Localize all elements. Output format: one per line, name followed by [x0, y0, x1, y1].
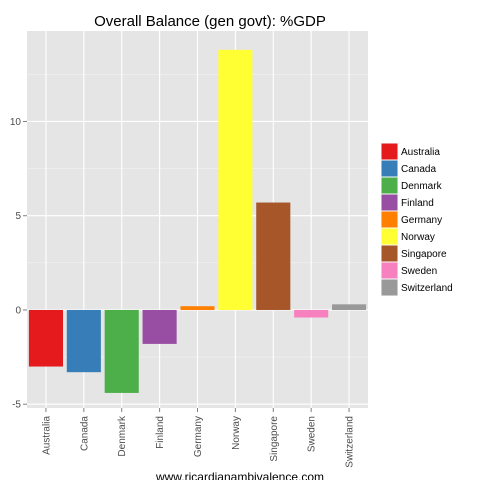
x-axis: Australia Canada Denmark Finland Germany Norw…	[41, 408, 356, 468]
legend-swatch	[381, 279, 398, 296]
y-tick-label: -5	[12, 400, 21, 411]
x-tick-label: Australia	[41, 416, 52, 455]
legend-swatch	[381, 160, 398, 177]
legend-label: Canada	[401, 164, 436, 175]
legend-swatch	[381, 262, 398, 279]
legend-swatch	[381, 194, 398, 211]
x-tick-label: Sweden	[307, 416, 318, 452]
legend-swatch	[381, 245, 398, 262]
bar-finland	[142, 309, 177, 344]
bar-switzerland	[332, 304, 367, 310]
bar-canada	[66, 309, 101, 373]
legend-label: Singapore	[401, 249, 447, 260]
bar-germany	[180, 306, 215, 310]
x-tick-label: Norway	[231, 416, 242, 450]
x-axis-label: www.ricardianambivalence.com	[155, 470, 324, 480]
y-tick-label: 5	[15, 211, 21, 222]
legend-label: Finland	[401, 198, 434, 209]
legend-swatch	[381, 211, 398, 228]
bar-norway	[218, 49, 253, 310]
legend-label: Denmark	[401, 181, 443, 192]
legend-swatch	[381, 177, 398, 194]
chart-title: Overall Balance (gen govt): %GDP	[94, 13, 326, 30]
bar-sweden	[294, 309, 329, 318]
legend-label: Australia	[401, 147, 440, 158]
x-tick-label: Germany	[193, 416, 204, 457]
legend-label: Switzerland	[401, 283, 453, 294]
y-axis: -5 0 5 10	[10, 117, 27, 411]
bar-singapore	[256, 202, 291, 310]
legend-label: Germany	[401, 215, 442, 226]
y-tick-label: 10	[10, 117, 22, 128]
legend-label: Sweden	[401, 266, 437, 277]
bars	[28, 49, 367, 393]
legend-swatch	[381, 143, 398, 160]
legend-label: Norway	[401, 232, 435, 243]
x-tick-label: Singapore	[269, 416, 280, 462]
y-tick-label: 0	[15, 305, 21, 316]
x-tick-label: Denmark	[117, 415, 128, 457]
legend-swatch	[381, 228, 398, 245]
x-tick-label: Finland	[155, 416, 166, 449]
bar-australia	[28, 309, 63, 367]
x-tick-label: Canada	[79, 416, 90, 451]
legend: Australia Canada Denmark Finland Germany Norw…	[380, 142, 453, 297]
bar-denmark	[104, 309, 139, 393]
x-tick-label: Switzerland	[345, 416, 356, 468]
